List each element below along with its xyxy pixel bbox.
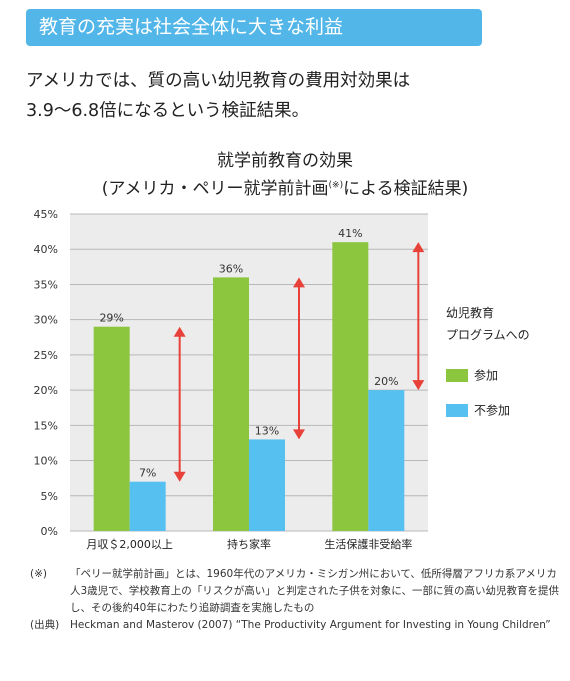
difference-arrow-head-up bbox=[412, 242, 425, 253]
bar-non-participate bbox=[368, 390, 405, 531]
y-tick-label: 5% bbox=[41, 490, 58, 503]
data-label-participate: 29% bbox=[99, 312, 123, 325]
legend-label-participate: 参加 bbox=[474, 368, 499, 383]
difference-arrow-head-down bbox=[173, 471, 186, 482]
y-tick-label: 35% bbox=[34, 278, 58, 291]
legend-title: 幼児教育 プログラムへの bbox=[446, 302, 566, 346]
footnotes: (※) 「ペリー就学前計画」とは、1960年代のアメリカ・ミシガン州において、低… bbox=[30, 566, 560, 634]
footnote-text: 「ペリー就学前計画」とは、1960年代のアメリカ・ミシガン州において、低所得層ア… bbox=[70, 568, 559, 614]
chart-subtitle-post: による検証結果) bbox=[343, 179, 469, 199]
footnote-mark: (※) bbox=[30, 568, 47, 580]
y-tick-label: 0% bbox=[41, 525, 58, 538]
chart-subtitle-note-mark: (※) bbox=[328, 180, 344, 191]
bar-chart: 0% 5% 10% 15% 20% 25% 30% 35% 40% 45% 29% 7% 月収＄2,00… bbox=[34, 208, 428, 551]
headline: アメリカでは、質の高い幼児教育の費用対効果は 3.9〜6.8倍になるという検証結… bbox=[26, 66, 546, 126]
footnote-source: (出典) Heckman and Masterov (2007) “The Pr… bbox=[30, 617, 560, 634]
bar-non-participate bbox=[129, 481, 166, 531]
difference-arrow-head-up bbox=[173, 326, 186, 337]
data-label-non-participate: 7% bbox=[139, 467, 156, 480]
y-tick-label: 25% bbox=[34, 349, 58, 362]
banner-title: 教育の充実は社会全体に大きな利益 bbox=[39, 16, 344, 38]
y-tick-label: 40% bbox=[34, 243, 58, 256]
source-text: Heckman and Masterov (2007) “The Product… bbox=[70, 619, 551, 631]
legend-swatch-non-participate bbox=[446, 404, 468, 417]
footnote-definition: (※) 「ペリー就学前計画」とは、1960年代のアメリカ・ミシガン州において、低… bbox=[30, 566, 560, 617]
x-category-label: 持ち家率 bbox=[227, 537, 271, 551]
bar-participate bbox=[332, 242, 369, 531]
difference-arrow-head-down bbox=[412, 380, 425, 391]
legend-swatch-participate bbox=[446, 369, 468, 382]
x-category-label: 生活保護非受給率 bbox=[324, 537, 412, 551]
data-label-participate: 41% bbox=[338, 227, 362, 240]
legend-title-line-2: プログラムへの bbox=[446, 328, 530, 342]
bar-non-participate bbox=[249, 439, 285, 531]
y-tick-label: 20% bbox=[34, 384, 58, 397]
chart-title: 就学前教育の効果 bbox=[217, 151, 353, 171]
data-label-non-participate: 20% bbox=[374, 375, 398, 388]
chart-subtitle-pre: (アメリカ・ペリー就学前計画 bbox=[101, 179, 329, 199]
y-tick-label: 45% bbox=[34, 208, 58, 221]
headline-line-2: 3.9〜6.8倍になるという検証結果。 bbox=[26, 101, 310, 121]
legend-label-non-participate: 不参加 bbox=[474, 403, 511, 418]
legend-item-non-participate: 不参加 bbox=[446, 403, 510, 419]
y-tick-label: 15% bbox=[34, 419, 58, 432]
data-label-non-participate: 13% bbox=[255, 424, 279, 437]
source-mark: (出典) bbox=[30, 619, 60, 631]
headline-line-1: アメリカでは、質の高い幼児教育の費用対効果は bbox=[26, 71, 411, 91]
y-tick-label: 30% bbox=[34, 314, 58, 327]
legend-title-line-1: 幼児教育 bbox=[446, 306, 495, 320]
legend-item-participate: 参加 bbox=[446, 368, 498, 384]
bar-participate bbox=[93, 326, 130, 531]
chart-subtitle: (アメリカ・ペリー就学前計画(※)による検証結果) bbox=[0, 174, 570, 199]
x-category-label: 月収＄2,000以上 bbox=[86, 537, 173, 551]
difference-arrow-head-up bbox=[293, 277, 305, 288]
section-banner: 教育の充実は社会全体に大きな利益 bbox=[26, 9, 482, 46]
y-tick-label: 10% bbox=[34, 455, 58, 468]
difference-arrow-head-down bbox=[293, 429, 305, 440]
bar-participate bbox=[213, 277, 249, 531]
data-label-participate: 36% bbox=[219, 262, 243, 275]
